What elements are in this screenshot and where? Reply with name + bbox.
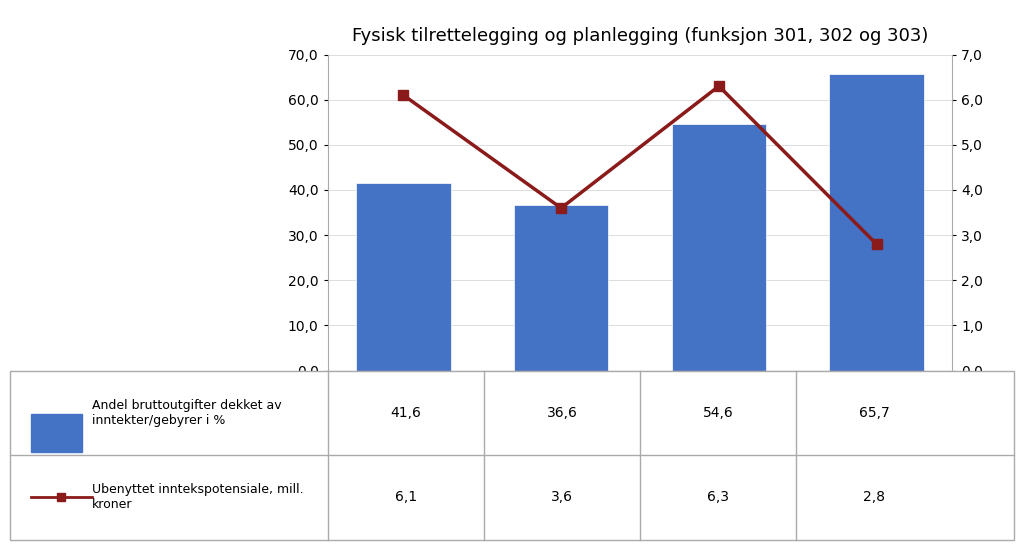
Bar bbox=[356, 183, 451, 371]
Title: Fysisk tilrettelegging og planlegging (funksjon 301, 302 og 303): Fysisk tilrettelegging og planlegging (f… bbox=[352, 27, 928, 45]
Bar bbox=[10, 371, 1014, 540]
Text: 65,7: 65,7 bbox=[859, 406, 890, 420]
Bar bbox=[829, 74, 924, 371]
Text: 3,6: 3,6 bbox=[551, 490, 572, 504]
Text: 6,1: 6,1 bbox=[394, 490, 417, 504]
Bar bbox=[672, 124, 766, 371]
Bar bbox=[514, 205, 608, 371]
Text: 2,8: 2,8 bbox=[863, 490, 885, 504]
Text: 6,3: 6,3 bbox=[708, 490, 729, 504]
Text: Ubenyttet inntekspotensiale, mill.
kroner: Ubenyttet inntekspotensiale, mill. krone… bbox=[92, 483, 304, 511]
Bar bbox=[31, 414, 82, 452]
Text: Andel bruttoutgifter dekket av
inntekter/gebyrer i %: Andel bruttoutgifter dekket av inntekter… bbox=[92, 399, 282, 427]
Text: 41,6: 41,6 bbox=[390, 406, 421, 420]
Text: 54,6: 54,6 bbox=[702, 406, 733, 420]
Text: 36,6: 36,6 bbox=[547, 406, 578, 420]
